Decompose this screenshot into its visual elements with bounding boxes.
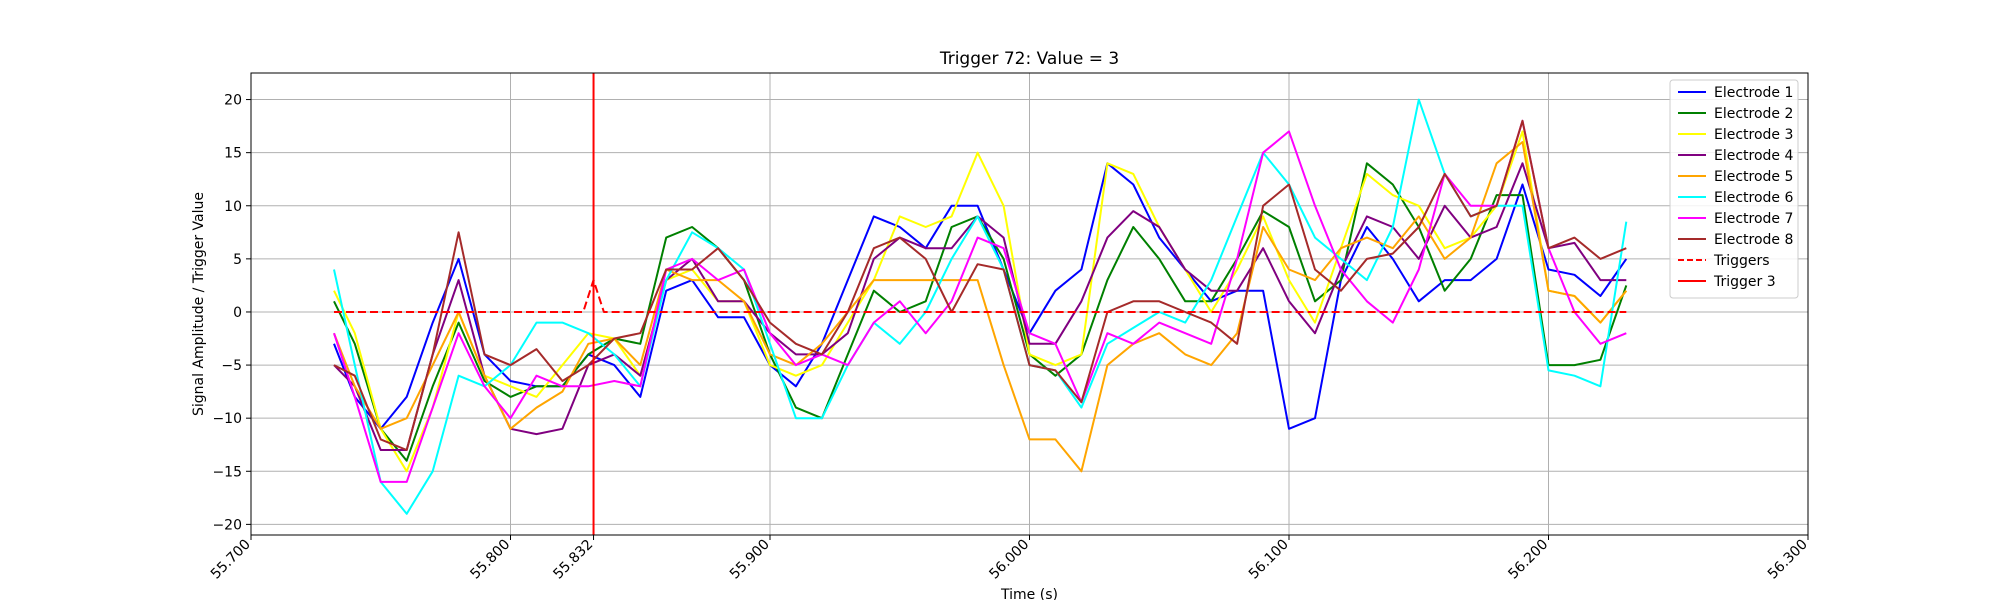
y-tick-label: 20: [224, 93, 242, 109]
x-axis-label: Time (s): [1000, 587, 1058, 600]
legend-label: Electrode 6: [1714, 190, 1793, 206]
series-line-7: [333, 119, 1627, 483]
series-line-4: [333, 162, 1627, 451]
legend-label: Electrode 2: [1714, 106, 1793, 122]
x-tick-label: 56.100: [1246, 537, 1292, 583]
legend-label: Triggers: [1713, 253, 1770, 269]
y-tick-label: −20: [212, 517, 242, 533]
x-tick-label: 55.900: [727, 537, 773, 583]
y-axis-label: Signal Amplitude / Trigger Value: [191, 192, 207, 416]
y-tick-label: −15: [212, 464, 242, 480]
y-tick-label: 0: [233, 305, 242, 321]
x-tick-label: 55.800: [467, 537, 513, 583]
x-tick-label: 55.832: [550, 537, 596, 583]
y-tick-label: −5: [221, 358, 242, 374]
legend-label: Electrode 5: [1714, 169, 1793, 185]
legend-label: Trigger 3: [1713, 274, 1776, 290]
x-tick-label: 55.700: [208, 537, 254, 583]
legend-label: Electrode 7: [1714, 211, 1793, 227]
series-line-3: [333, 130, 1628, 473]
chart-title: Trigger 72: Value = 3: [939, 49, 1119, 69]
x-tick-label: 56.000: [986, 537, 1032, 583]
y-tick-label: 5: [233, 252, 242, 268]
y-tick-label: 15: [224, 146, 242, 162]
legend-label: Electrode 3: [1714, 127, 1793, 143]
x-axis: 55.700 55.800 55.832 55.900 56.000 56.100 56.2…: [208, 535, 1811, 582]
legend-label: Electrode 4: [1714, 148, 1793, 164]
y-tick-label: −10: [212, 411, 242, 427]
y-axis: −20 −15 −10 −5 0 5 10 15 20: [212, 93, 251, 533]
legend-label: Electrode 1: [1714, 85, 1793, 101]
series-layer: [333, 98, 1628, 515]
series-line-9: [334, 279, 1627, 313]
series-line-8: [333, 119, 1627, 451]
legend-label: Electrode 8: [1714, 232, 1793, 248]
legend: Electrode 1 Electrode 2 Electrode 3 Electro…: [1669, 79, 1799, 299]
x-tick-label: 56.200: [1505, 537, 1551, 583]
x-tick-label: 56.300: [1765, 537, 1811, 583]
y-tick-label: 10: [224, 199, 242, 215]
grid: [250, 73, 1809, 535]
series-line-5: [333, 141, 1628, 473]
series-line-6: [333, 98, 1628, 515]
